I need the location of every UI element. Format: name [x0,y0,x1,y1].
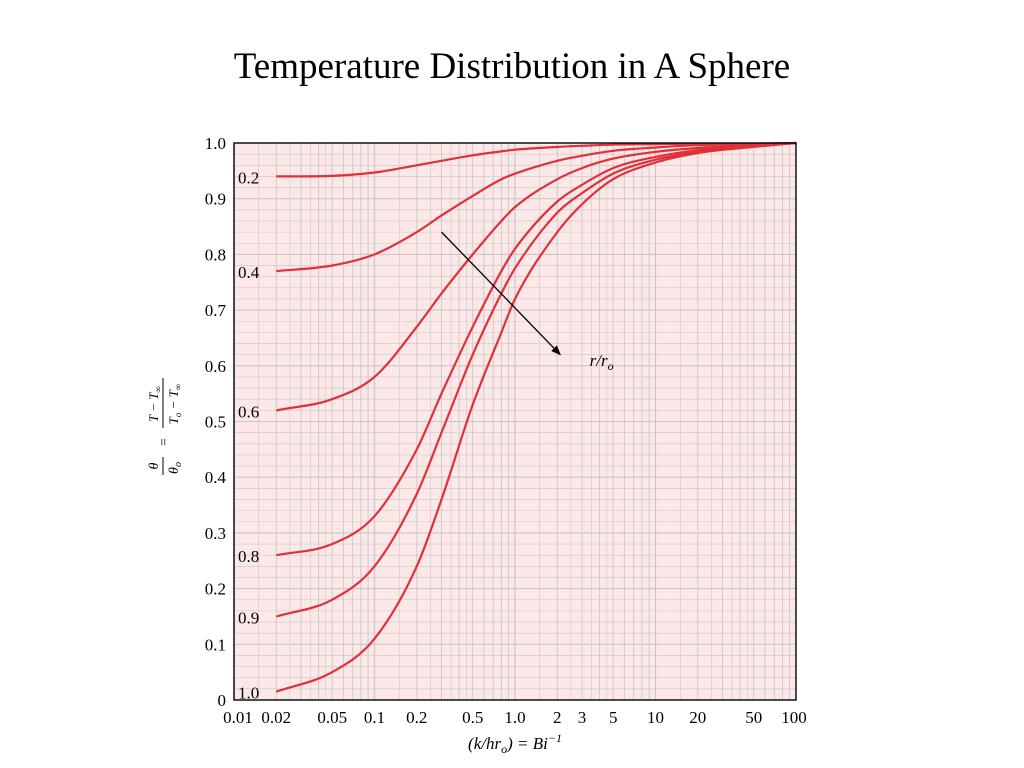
annotation-arrow [441,231,561,356]
y-tick-label: 1.0 [205,134,226,153]
x-tick-label: 0.05 [317,708,347,727]
x-tick-label: 0.01 [223,708,253,727]
y-tick-label: 0.1 [205,635,226,654]
series-label-0-6: 0.6 [238,402,259,421]
y-tick-label: 0.5 [205,413,226,432]
svg-text:T − T∞: T − T∞ [146,386,163,422]
chart-title: Temperature Distribution in A Sphere [233,46,791,87]
x-tick-label: 0.2 [406,708,427,727]
x-tick-label: 1.0 [504,708,525,727]
y-tick-labels: 0 0.1 0.2 0.3 0.4 0.5 0.6 0.7 0.8 0.9 1.0 [205,134,227,710]
grid [233,142,796,701]
y-tick-label: 0.3 [205,524,226,543]
x-tick-label: 0.5 [462,708,483,727]
x-axis-label: (k/hro) = Bi−1 [468,731,562,756]
svg-text:=: = [157,438,172,446]
x-tick-label: 0.02 [261,708,291,727]
series-label-0-9: 0.9 [238,608,259,627]
x-tick-labels: 0.01 0.02 0.05 0.1 0.2 0.5 1.0 2 3 5 10 20 50 100 [223,708,807,727]
svg-text:θo: θo [167,462,184,474]
x-tick-label: 10 [647,708,664,727]
svg-text:θ: θ [147,462,162,469]
x-tick-label: 5 [609,708,618,727]
y-axis-label: θ θo = T − T∞ To − T∞ [146,378,184,475]
y-tick-label: 0.6 [205,357,226,376]
svg-text:To − T∞: To − T∞ [166,384,183,425]
y-tick-label: 0.9 [205,190,226,209]
y-tick-label: 0.4 [205,468,227,487]
x-tick-label: 20 [689,708,706,727]
series-line-0-8 [276,141,797,557]
y-tick-label: 0.8 [205,245,226,264]
plot-frame [233,142,797,701]
series-line-0-6 [276,141,797,412]
series-label-1-0: 1.0 [238,684,259,703]
curve-labels: 0.2 0.4 0.6 0.8 0.9 1.0 [238,168,260,702]
y-tick-label: 0 [218,691,227,710]
y-tick-label: 0.2 [205,580,226,599]
series-label-0-8: 0.8 [238,547,259,566]
x-tick-label: 2 [553,708,562,727]
annotation: r/ro [441,231,614,373]
x-tick-label: 0.1 [364,708,385,727]
x-tick-label: 3 [578,708,587,727]
y-tick-label: 0.7 [205,301,227,320]
x-tick-label: 100 [781,708,807,727]
x-tick-label: 50 [745,708,762,727]
annotation-label: r/ro [590,351,614,373]
series-label-0-4: 0.4 [238,263,260,282]
series-line-0-9 [275,141,797,618]
series-label-0-2: 0.2 [238,168,259,187]
series-line-0-4 [276,141,797,273]
